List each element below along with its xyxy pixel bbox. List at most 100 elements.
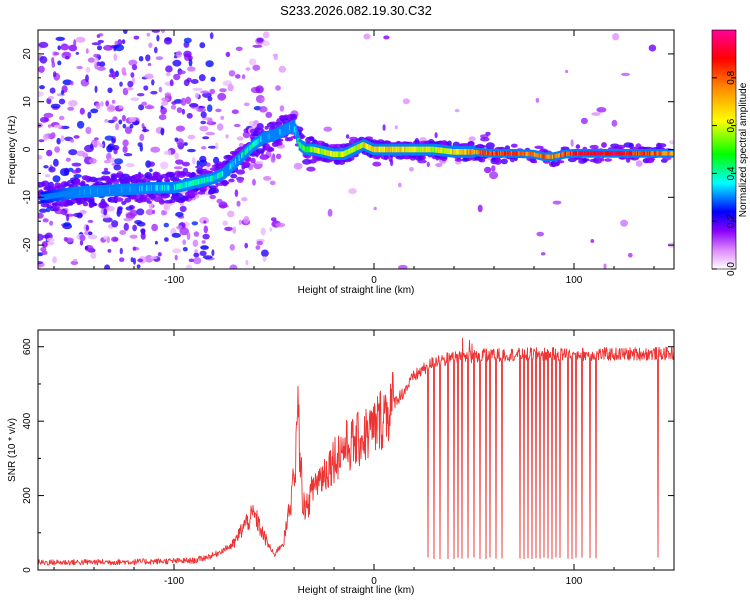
- spectrogram-noise-cell: [306, 166, 316, 172]
- spectrogram-halo-cell: [212, 187, 219, 194]
- spectrogram-halo-cell: [647, 157, 656, 161]
- colorbar-ticks: 0.0 0.2 0.4 0.6 0.8: [712, 70, 737, 276]
- spectrogram-noise-cell: [179, 227, 189, 236]
- spectrogram-noise-cell: [209, 88, 216, 95]
- spectrogram-noise-cell: [138, 104, 145, 111]
- spectrogram-halo-cell: [235, 169, 246, 175]
- spectrogram-noise-cell: [382, 124, 386, 131]
- spectrogram-noise-cell: [38, 41, 49, 49]
- spectrogram-noise-cell: [43, 112, 54, 118]
- spectrogram-noise-cell: [202, 136, 210, 140]
- spectrogram-noise-cell: [105, 100, 109, 107]
- spectrogram-noise-cell: [170, 104, 177, 110]
- spectrogram-noise-cell: [199, 250, 207, 256]
- spectrogram-noise-cell: [174, 254, 178, 261]
- spectrogram-noise-cell: [255, 245, 261, 250]
- spectrogram-halo-cell: [589, 144, 599, 150]
- spectrogram-ridge-core: [670, 151, 674, 156]
- spectrogram-noise-cell: [41, 250, 48, 256]
- spectrogram-noise-cell: [180, 97, 187, 106]
- spectrogram-halo-cell: [447, 140, 452, 146]
- spectrogram-noise-cell: [111, 99, 116, 104]
- spectrogram-noise-cell: [70, 80, 74, 86]
- spectrogram-noise-cell: [104, 159, 111, 164]
- spectrogram-halo-cell: [208, 185, 217, 190]
- spectrogram-noise-cell: [279, 105, 285, 112]
- snr-y-axis-label: SNR (10 * v/v): [7, 418, 18, 482]
- spectrogram-noise-cell: [160, 161, 169, 170]
- spectrogram-noise-cell: [96, 66, 106, 71]
- spectrogram-noise-cell: [224, 226, 233, 231]
- spectrogram-noise-cell: [373, 206, 377, 211]
- spectrogram-noise-cell: [265, 111, 273, 118]
- spectrogram-noise-cell: [117, 206, 123, 211]
- spectrogram-noise-cell: [63, 237, 69, 242]
- spectrogram-noise-cell: [590, 239, 595, 243]
- spectrogram-noise-cell: [203, 220, 207, 224]
- spectrogram-noise-cell: [262, 256, 267, 262]
- spectrogram-noise-cell: [149, 256, 158, 260]
- spectrogram-noise-cell: [97, 39, 105, 44]
- spectrogram-noise-cell: [129, 234, 138, 239]
- spectrogram-noise-cell: [90, 108, 99, 114]
- spectrogram-noise-cell: [210, 76, 216, 82]
- spectrogram-noise-cell: [183, 37, 192, 44]
- spectrogram-noise-cell: [85, 48, 89, 54]
- spectrogram-noise-cell: [73, 135, 80, 139]
- spectrogram-noise-cell: [241, 74, 246, 80]
- colorbar: 0.0 0.2 0.4 0.6 0.8 Normalized spectral ampl…: [711, 29, 749, 276]
- spectrogram-noise-cell: [50, 103, 61, 109]
- spectrogram-noise-cell: [121, 114, 126, 122]
- spectrogram-noise-cell: [193, 231, 200, 237]
- spectrogram-noise-cell: [136, 93, 145, 97]
- spectrogram-noise-cell: [129, 209, 138, 217]
- spectrogram-noise-cell: [107, 87, 113, 94]
- spectrogram-noise-cell: [269, 227, 273, 232]
- spectrogram-noise-cell: [79, 234, 86, 242]
- spectrogram-noise-cell: [121, 39, 126, 45]
- spectrogram-noise-cell: [200, 120, 207, 125]
- spectrogram-noise-cell: [59, 168, 69, 177]
- spectrogram-noise-cell: [39, 116, 49, 123]
- snr-y-tick-label: 200: [22, 487, 33, 504]
- spectrogram-marks: [38, 30, 674, 269]
- spectrogram-noise-cell: [46, 237, 55, 242]
- spectrogram-noise-cell: [178, 70, 186, 75]
- spectrogram-noise-cell: [580, 117, 588, 125]
- spectrogram-noise-cell: [103, 44, 114, 51]
- spectrogram-noise-cell: [394, 125, 398, 130]
- spectrogram-halo-cell: [616, 144, 625, 150]
- spectrogram-noise-cell: [186, 112, 193, 119]
- spectrogram-noise-cell: [228, 70, 236, 77]
- spectrogram-noise-cell: [237, 179, 244, 183]
- spectrogram-noise-cell: [157, 252, 162, 257]
- spectrogram-noise-cell: [105, 205, 115, 212]
- spectrogram-noise-cell: [171, 101, 177, 105]
- snr-series-line: [38, 337, 674, 566]
- spectrogram-noise-cell: [144, 73, 154, 80]
- spectrogram-noise-cell: [489, 171, 499, 180]
- spectrogram-noise-cell: [163, 37, 173, 45]
- spectrogram-noise-cell: [260, 97, 265, 102]
- spectrogram-halo-cell: [268, 147, 274, 152]
- spectrogram-noise-cell: [49, 220, 54, 226]
- spectrogram-noise-cell: [188, 258, 195, 263]
- spectrogram-x-tick-label: 0: [371, 275, 377, 286]
- spectrogram-noise-cell: [398, 182, 402, 188]
- spectrogram-noise-cell: [75, 51, 80, 55]
- spectrogram-halo-cell: [190, 172, 196, 177]
- spectrogram-noise-cell: [38, 91, 44, 97]
- spectrogram-halo-cell: [478, 145, 488, 148]
- colorbar-gradient: [711, 29, 737, 270]
- spectrogram-noise-cell: [383, 35, 390, 40]
- spectrogram-noise-cell: [58, 98, 66, 105]
- spectrogram-noise-cell: [106, 104, 116, 113]
- spectrogram-noise-cell: [195, 92, 199, 99]
- spectrogram-noise-cell: [262, 31, 270, 39]
- spectrogram-noise-cell: [125, 163, 135, 168]
- spectrogram-noise-cell: [68, 100, 78, 107]
- spectrogram-noise-cell: [225, 51, 231, 58]
- snr-x-tick-label: -100: [164, 576, 184, 587]
- spectrogram-noise-cell: [38, 155, 43, 160]
